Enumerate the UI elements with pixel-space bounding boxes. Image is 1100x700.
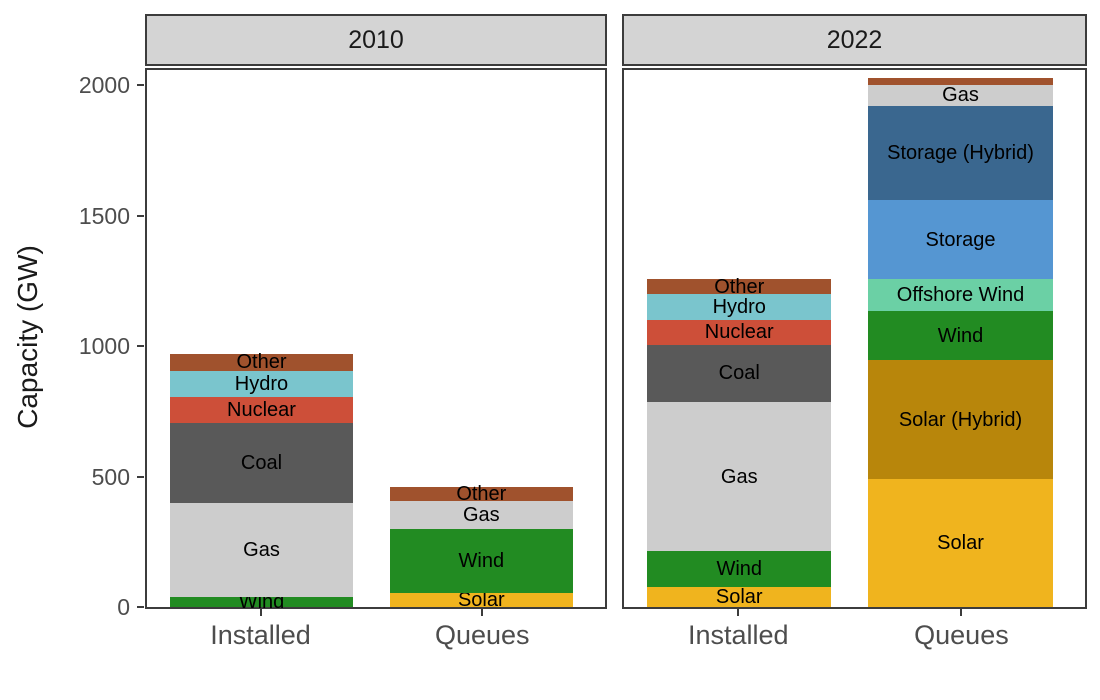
segment-solar: Solar xyxy=(389,588,573,611)
x-axis-tick xyxy=(737,609,740,616)
segment-label: Other xyxy=(236,351,287,374)
y-axis-tick xyxy=(137,214,144,217)
segment-wind: Wind xyxy=(868,310,1053,361)
x-axis-category-label: Queues xyxy=(434,620,530,650)
bar-2022-queues: Solar Solar (Hybrid) Wind Offshore Wind Stor… xyxy=(868,78,1053,607)
segment-other: Other xyxy=(647,277,832,297)
segment-label: Other xyxy=(456,483,507,506)
segment-gas: Gas xyxy=(389,501,573,529)
segment-storage: Storage xyxy=(868,199,1053,280)
segment-hydro: Hydro xyxy=(647,293,832,320)
facet-strip-2010: 2010 xyxy=(145,14,607,66)
x-axis-tick xyxy=(960,609,963,616)
segment-label: Wind xyxy=(716,558,763,581)
segment-coal: Coal xyxy=(169,423,354,503)
segment-label: Solar (Hybrid) xyxy=(898,408,1023,431)
segment-label: Wind xyxy=(458,549,505,572)
segment-label: Wind xyxy=(238,590,285,613)
segment-label: Gas xyxy=(942,84,979,107)
segment-storage-hybrid: Storage (Hybrid) xyxy=(868,105,1053,200)
segment-offshore-wind: Offshore Wind xyxy=(868,279,1053,311)
bar-2010-queues: Solar Wind Gas Other xyxy=(389,483,573,611)
segment-nuclear: Nuclear xyxy=(647,319,832,345)
facet-strip-2022: 2022 xyxy=(622,14,1087,66)
x-axis-tick xyxy=(259,609,262,616)
segment-wind: Wind xyxy=(647,550,832,588)
segment-label: Solar xyxy=(937,532,984,555)
x-axis-category-label: Queues xyxy=(914,620,1009,650)
y-axis-tick-label: 2000 xyxy=(78,72,130,98)
segment-label: Nuclear xyxy=(227,398,296,421)
segment-gas: Gas xyxy=(169,502,354,597)
x-axis-tick xyxy=(481,609,484,616)
segment-other: Other xyxy=(169,351,354,374)
segment-solar-hybrid: Solar (Hybrid) xyxy=(868,360,1053,480)
y-axis-tick xyxy=(137,345,144,347)
segment-coal: Coal xyxy=(647,344,832,403)
bar-2010-installed: Wind Gas Coal Nuclear Hydro Other xyxy=(169,351,354,612)
x-axis-category-label: Installed xyxy=(687,620,789,650)
y-axis-tick xyxy=(137,475,144,478)
facet-strip-label: 2022 xyxy=(826,25,883,54)
segment-label: Solar xyxy=(715,586,763,609)
facet-panel-2022: Solar Wind Gas Coal Nuclear Hydro Other Solar So… xyxy=(622,68,1087,609)
segment-hydro: Hydro xyxy=(169,370,354,397)
bar-2022-installed: Solar Wind Gas Coal Nuclear Hydro Other xyxy=(647,277,832,609)
segment-label: Gas xyxy=(243,538,280,561)
panel-plot-area: Wind Gas Coal Nuclear Hydro Other Solar Wind Gas… xyxy=(147,70,605,612)
segment-label: Storage xyxy=(925,228,996,251)
segment-label: Nuclear xyxy=(704,321,774,344)
segment-label: Storage (Hybrid) xyxy=(887,141,1034,164)
segment-label: Wind xyxy=(937,324,984,347)
segment-label: Coal xyxy=(240,451,283,474)
facet-strip-label: 2010 xyxy=(348,25,404,54)
y-axis-tick-label: 1500 xyxy=(78,202,130,229)
segment-gas: Gas xyxy=(647,402,832,551)
segment-label: Coal xyxy=(718,362,760,385)
panel-plot-area: Solar Wind Gas Coal Nuclear Hydro Other Solar So… xyxy=(624,70,1085,607)
segment-label: Hydro xyxy=(712,295,766,318)
y-axis-tick-label: 0 xyxy=(117,594,130,620)
segment-solar: Solar xyxy=(647,586,832,609)
segment-label: Gas xyxy=(462,504,500,526)
segment-other xyxy=(868,78,1053,85)
segment-gas: Gas xyxy=(868,84,1053,107)
facet-panel-2010: Wind Gas Coal Nuclear Hydro Other Solar Wind Gas… xyxy=(145,68,607,612)
segment-wind: Wind xyxy=(389,528,573,593)
segment-label: Offshore Wind xyxy=(896,284,1025,307)
segment-label: Gas xyxy=(720,465,758,488)
segment-wind: Wind xyxy=(169,592,354,612)
y-axis-tick-label: 1000 xyxy=(78,333,130,359)
y-axis-tick xyxy=(137,84,144,86)
segment-label: Hydro xyxy=(234,372,289,395)
x-axis-category-label: Installed xyxy=(210,620,311,650)
segment-label: Other xyxy=(714,275,765,298)
segment-label: Solar xyxy=(457,588,505,611)
segment-other: Other xyxy=(389,483,573,506)
segment-solar: Solar xyxy=(868,479,1053,607)
y-axis-tick-label: 500 xyxy=(91,463,130,490)
segment-nuclear: Nuclear xyxy=(169,396,354,423)
y-axis-tick xyxy=(137,606,144,608)
